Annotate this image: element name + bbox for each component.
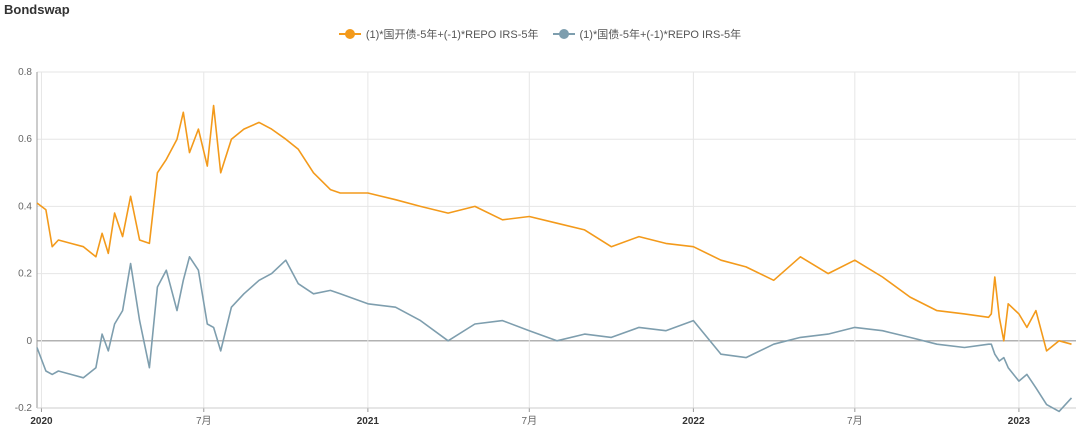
x-tick-label: 2023 <box>1008 416 1031 427</box>
y-tick-label: 0.2 <box>18 269 32 280</box>
legend-label: (1)*国开债-5年+(-1)*REPO IRS-5年 <box>365 29 539 41</box>
legend-marker-icon <box>552 29 575 39</box>
legend-item-govt[interactable]: (1)*国债-5年+(-1)*REPO IRS-5年 <box>552 26 742 42</box>
x-tick-label: 7月 <box>522 415 538 427</box>
legend-item-cdb[interactable]: (1)*国开债-5年+(-1)*REPO IRS-5年 <box>338 26 539 42</box>
y-tick-label: 0 <box>26 336 32 347</box>
x-tick-label: 7月 <box>196 415 212 427</box>
legend-label: (1)*国债-5年+(-1)*REPO IRS-5年 <box>579 29 742 41</box>
series-line-govt <box>36 255 1073 413</box>
legend: (1)*国开债-5年+(-1)*REPO IRS-5年 (1)*国债-5年+(-… <box>0 26 1080 42</box>
x-tick-label: 7月 <box>847 415 863 427</box>
legend-marker-icon <box>338 29 361 39</box>
x-tick-label: 2020 <box>30 416 53 427</box>
series-line-cdb <box>36 104 1072 352</box>
y-tick-label: -0.2 <box>15 403 33 414</box>
x-tick-label: 2022 <box>682 416 705 427</box>
y-tick-label: 0.4 <box>18 201 32 212</box>
x-tick-label: 2021 <box>357 416 380 427</box>
y-tick-label: 0.6 <box>18 134 32 145</box>
chart-title: Bondswap <box>4 2 70 17</box>
y-tick-label: 0.8 <box>18 67 32 78</box>
